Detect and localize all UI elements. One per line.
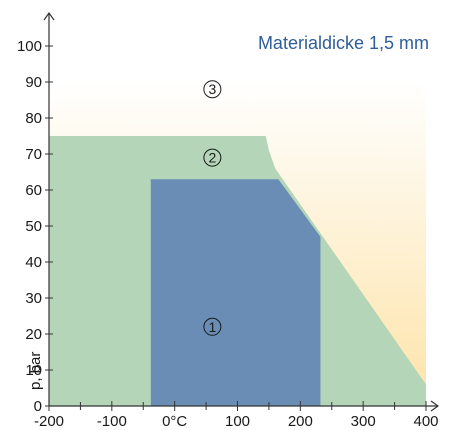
y-tick-label: 20 <box>25 326 42 343</box>
y-axis-label: p, bar <box>27 352 44 390</box>
x-axis-arrow <box>430 400 440 412</box>
region-marker-label: 2 <box>208 150 216 166</box>
y-axis-arrow <box>43 11 55 21</box>
y-tick-label: 60 <box>25 182 42 199</box>
x-tick-label: 0°C <box>162 413 187 430</box>
region-markers-layer: 3 2 1 <box>203 80 222 336</box>
axes-layer: -200 -100 0°C 100 200 300 400 0 10 20 30 40 50 60 70 80… <box>17 11 440 430</box>
y-tick-label: 100 <box>17 38 42 55</box>
regions-layer <box>49 82 426 406</box>
y-tick-label: 10 <box>25 362 42 379</box>
region-1-marker: 1 <box>203 317 222 336</box>
y-tick-label: 40 <box>25 254 42 271</box>
x-tick-label: -100 <box>97 413 127 430</box>
y-tick-label: 0 <box>34 398 42 415</box>
region-1-area <box>150 179 321 406</box>
x-tick-label: -200 <box>34 413 64 430</box>
y-tick-label: 50 <box>25 218 42 235</box>
y-tick-label: 30 <box>25 290 42 307</box>
y-tick-label: 70 <box>25 146 42 163</box>
region-marker-label: 1 <box>208 319 216 335</box>
y-tick-label: 80 <box>25 110 42 127</box>
region-marker-circle <box>203 317 222 336</box>
x-tick-label: 400 <box>413 413 438 430</box>
region-marker-circle <box>203 148 222 167</box>
x-tick-label: 100 <box>225 413 250 430</box>
y-tick-label: 90 <box>25 74 42 91</box>
x-tick-label: 200 <box>288 413 313 430</box>
x-tick-label: 300 <box>351 413 376 430</box>
region-2-marker: 2 <box>203 148 222 167</box>
region-3-marker: 3 <box>203 80 222 99</box>
region-marker-circle <box>203 80 222 99</box>
region-marker-label: 3 <box>208 81 216 97</box>
chart-title: Materialdicke 1,5 mm <box>258 33 429 53</box>
